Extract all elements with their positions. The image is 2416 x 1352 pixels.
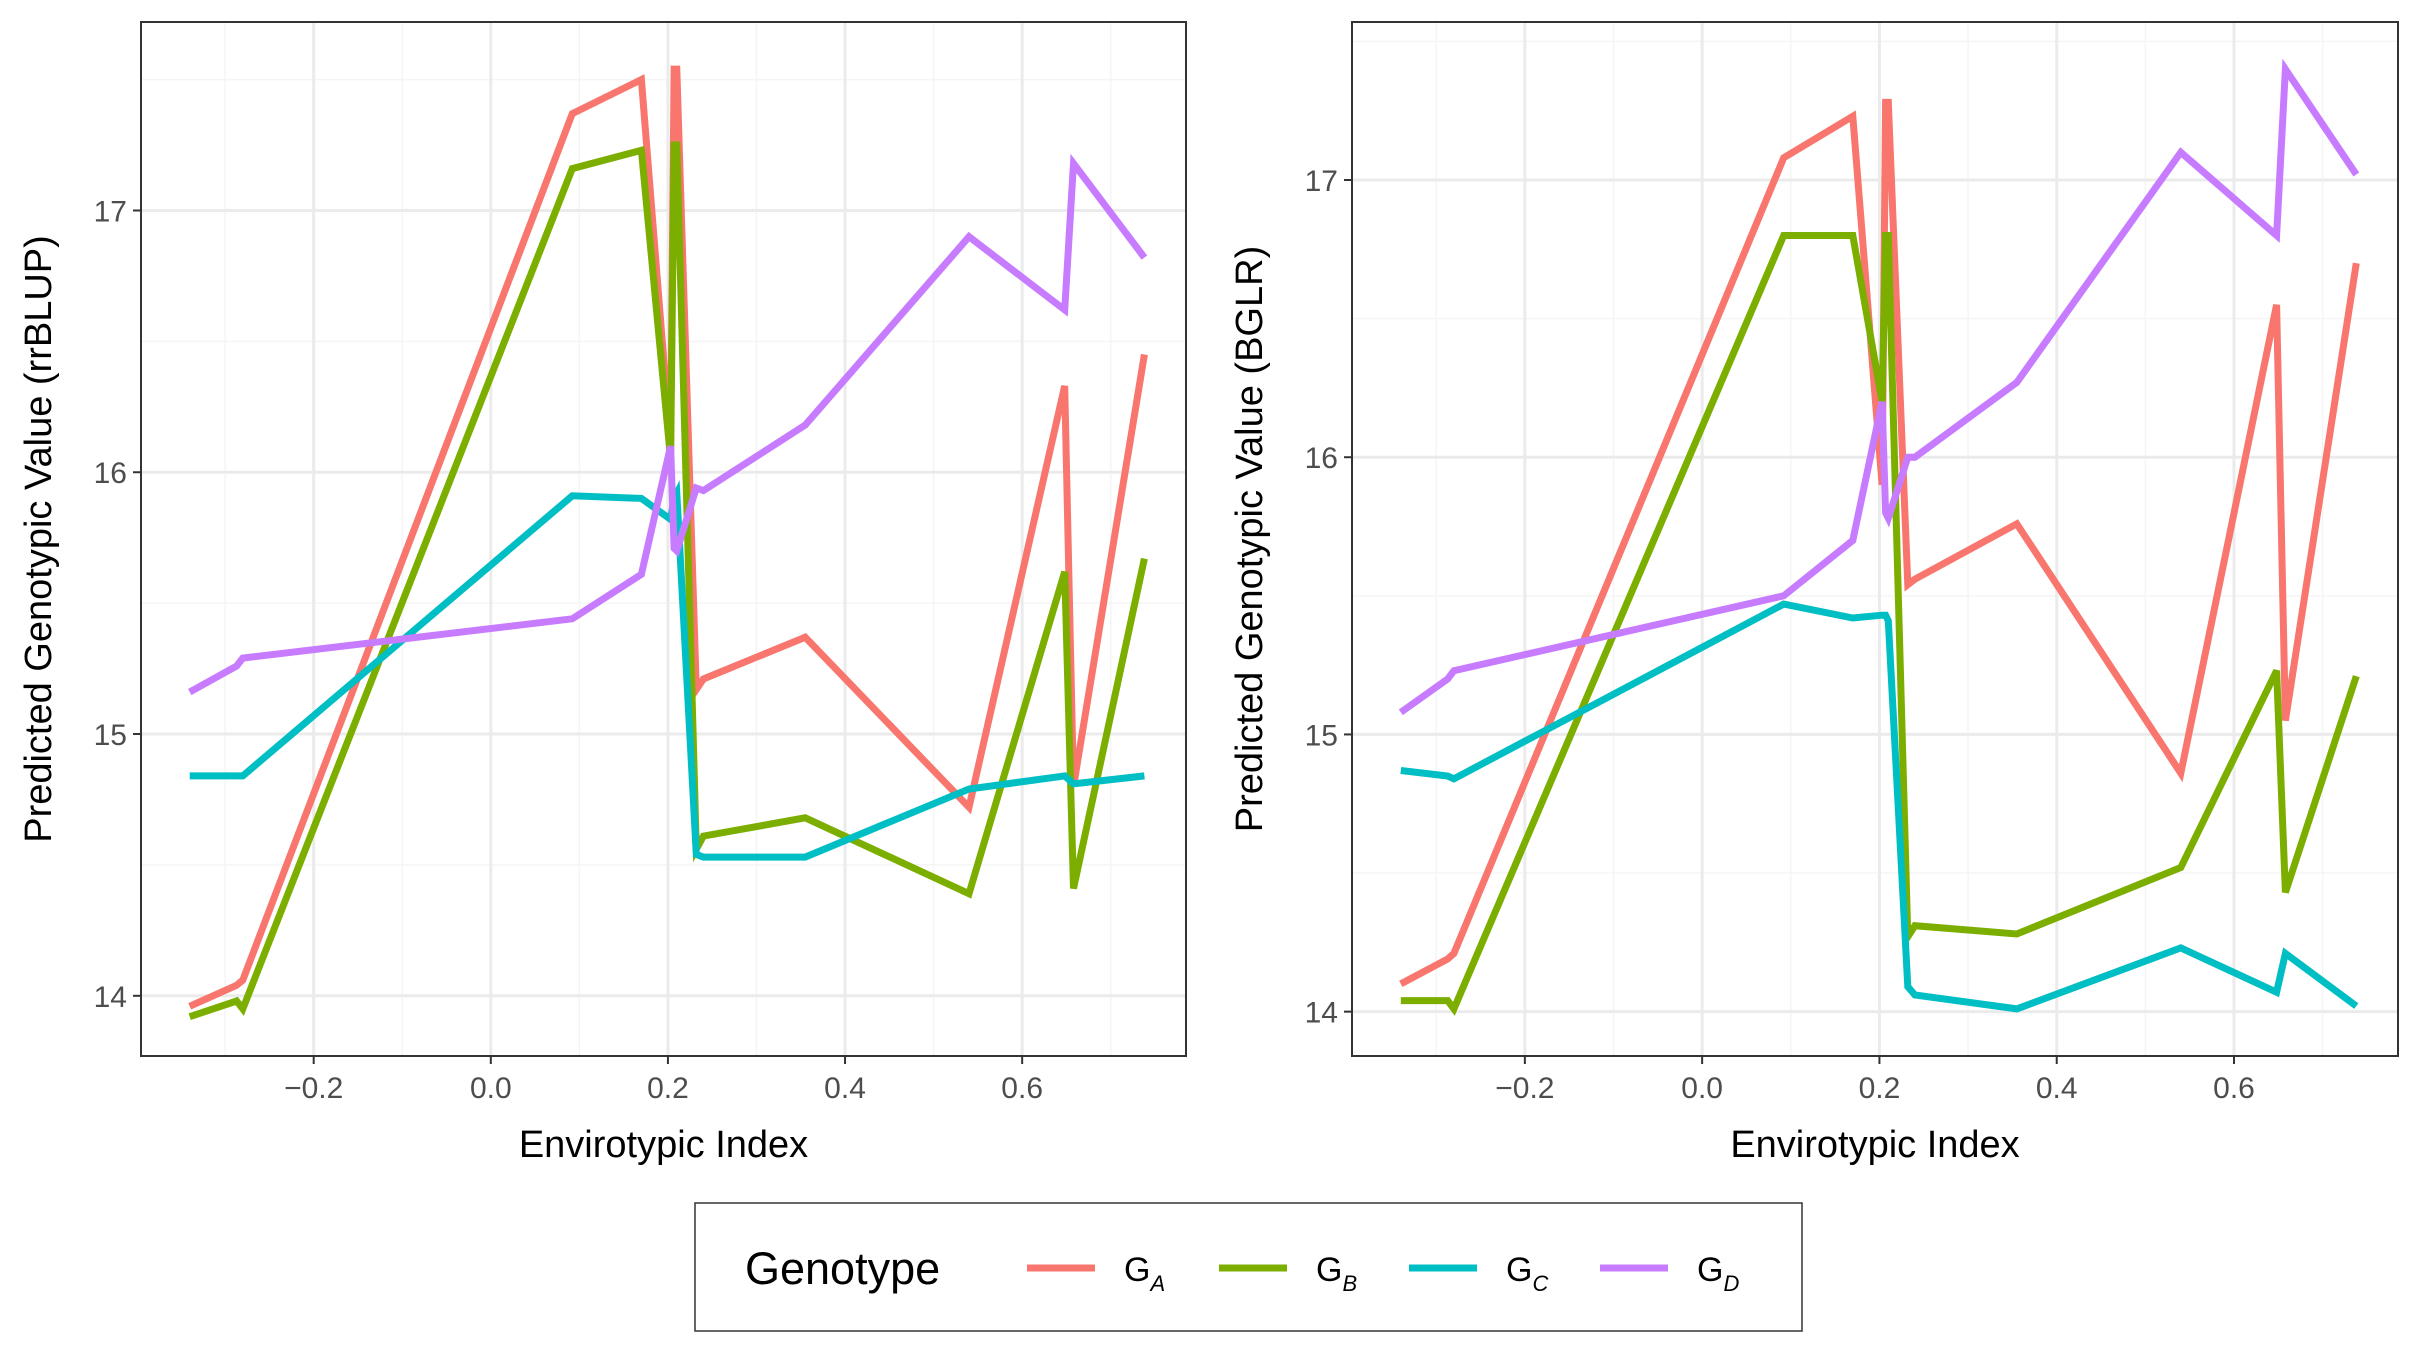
y-tick-label: 17 [94,195,127,228]
series-line-g-c [189,480,1145,861]
legend-title: Genotype [745,1243,940,1294]
legend-label: GD [1697,1251,1739,1296]
right-grid [1352,22,2398,1056]
series-line-g-d [1398,58,2360,716]
y-tick-label: 16 [94,457,127,490]
legend-label-base: G [1697,1251,1723,1289]
right-y-axis-title: Predicted Genotypic Value (BGLR) [1229,246,1271,832]
y-tick-label: 16 [1305,442,1338,475]
y-tick-label: 15 [94,719,127,752]
left-x-ticks: −0.2 0.0 0.2 0.4 0.6 [284,1056,1043,1105]
left-y-ticks: 14 15 16 17 [94,195,141,1014]
legend-item-gc: GC [1409,1251,1548,1296]
x-tick-label: 0.0 [470,1072,512,1105]
legend-label-subscript: C [1532,1271,1548,1296]
x-tick-label: 0.0 [1681,1072,1723,1105]
x-tick-label: 0.6 [2213,1072,2255,1105]
left-series-lines [187,65,1148,1021]
legend-label-base: G [1124,1251,1150,1289]
legend-item-gb: GB [1219,1251,1357,1296]
x-tick-label: 0.4 [2036,1072,2078,1105]
legend-item-ga: GA [1027,1251,1165,1296]
series-line-g-d [187,153,1148,696]
legend-label-base: G [1316,1251,1342,1289]
y-tick-label: 17 [1305,165,1338,198]
x-tick-label: −0.2 [1495,1072,1554,1105]
x-tick-label: 0.6 [1001,1072,1043,1105]
right-series-lines [1398,58,2360,1016]
right-x-ticks: −0.2 0.0 0.2 0.4 0.6 [1495,1056,2255,1105]
left-y-axis-title: Predicted Genotypic Value (rrBLUP) [18,235,60,843]
legend-label: GC [1506,1251,1548,1296]
legend-items: GA GB GC GD [1027,1251,1739,1296]
series-line-g-a [188,65,1148,1010]
legend-item-gd: GD [1600,1251,1739,1296]
right-panel: −0.2 0.0 0.2 0.4 0.6 14 15 16 17 Envirotypic In… [1229,21,2399,1166]
right-x-axis-title: Envirotypic Index [1730,1124,2019,1166]
series-line-g-b [188,141,1148,1021]
series-line-g-b [1400,232,2360,1016]
x-tick-label: 0.2 [1859,1072,1901,1105]
left-panel: −0.2 0.0 0.2 0.4 0.6 14 15 16 17 Envirotypic In… [18,21,1187,1166]
legend: Genotype GA GB GC GD [694,1202,1803,1332]
legend-label-subscript: B [1342,1271,1357,1296]
right-panel-border [1351,21,2399,1057]
legend-label-base: G [1506,1251,1532,1289]
y-tick-label: 14 [94,981,127,1014]
x-tick-label: 0.4 [824,1072,866,1105]
y-tick-label: 15 [1305,719,1338,752]
legend-label-subscript: A [1148,1271,1165,1296]
legend-label: GA [1124,1251,1165,1296]
y-tick-label: 14 [1305,997,1338,1030]
series-line-g-a [1399,98,2360,987]
right-y-ticks: 14 15 16 17 [1305,165,1352,1030]
x-tick-label: 0.2 [647,1072,689,1105]
left-panel-border [140,21,1187,1057]
legend-label-subscript: D [1723,1271,1739,1296]
left-x-axis-title: Envirotypic Index [519,1124,808,1166]
legend-label: GB [1316,1251,1357,1296]
series-line-g-c [1400,600,2359,1013]
x-tick-label: −0.2 [284,1072,343,1105]
